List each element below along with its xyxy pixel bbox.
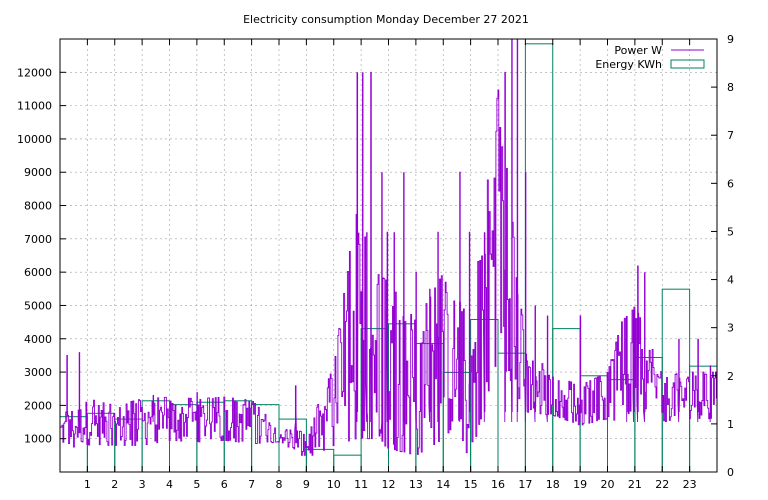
x-tick-label: 19	[573, 478, 587, 491]
y-left-tick-label: 1000	[24, 433, 52, 446]
x-tick-label: 3	[139, 478, 146, 491]
x-tick-label: 11	[354, 478, 368, 491]
y-right-tick-label: 0	[727, 466, 734, 479]
y-right-tick-label: 1	[727, 418, 734, 431]
y-right-tick-label: 5	[727, 225, 734, 238]
x-tick-label: 2	[111, 478, 118, 491]
x-tick-label: 13	[409, 478, 423, 491]
power-series	[59, 38, 717, 456]
power-line	[59, 38, 717, 456]
y-right-tick-label: 7	[727, 129, 734, 142]
y-right-tick-label: 9	[727, 33, 734, 46]
x-tick-label: 9	[303, 478, 310, 491]
legend-label: Power W	[614, 44, 662, 57]
x-tick-label: 1	[84, 478, 91, 491]
y-axis-left: 1000 2000 3000 4000 5000 6000 7000 8000 9000 1000…	[17, 66, 66, 446]
y-right-tick-label: 6	[727, 177, 734, 190]
energy-bar	[333, 454, 362, 473]
y-right-tick-label: 8	[727, 81, 734, 94]
x-tick-label: 18	[546, 478, 560, 491]
y-right-tick-label: 4	[727, 274, 734, 287]
x-tick-label: 21	[628, 478, 642, 491]
y-left-tick-label: 9000	[24, 166, 52, 179]
y-right-tick-label: 3	[727, 322, 734, 335]
x-tick-label: 23	[683, 478, 697, 491]
y-left-tick-label: 11000	[17, 100, 52, 113]
y-left-tick-label: 6000	[24, 266, 52, 279]
y-left-tick-label: 3000	[24, 366, 52, 379]
y-right-tick-label: 2	[727, 370, 734, 383]
y-left-tick-label: 7000	[24, 233, 52, 246]
chart-title: Electricity consumption Monday December …	[243, 13, 529, 26]
x-tick-label: 15	[464, 478, 478, 491]
x-tick-label: 8	[276, 478, 283, 491]
x-tick-label: 14	[436, 478, 450, 491]
x-tick-label: 5	[193, 478, 200, 491]
x-tick-label: 7	[248, 478, 255, 491]
y-left-tick-label: 2000	[24, 399, 52, 412]
x-axis: 1 2 3 4 5 6 7 8 9 10 11 12 13 14 15 16 17 18 19 20 21 22 23	[84, 39, 697, 491]
y-left-tick-label: 5000	[24, 299, 52, 312]
x-tick-label: 17	[518, 478, 532, 491]
x-tick-label: 20	[601, 478, 615, 491]
x-tick-label: 12	[382, 478, 396, 491]
x-tick-label: 4	[166, 478, 173, 491]
y-left-tick-label: 8000	[24, 200, 52, 213]
x-tick-label: 10	[327, 478, 341, 491]
y-left-tick-label: 12000	[17, 66, 52, 79]
y-left-tick-label: 4000	[24, 333, 52, 346]
x-tick-label: 22	[655, 478, 669, 491]
x-tick-label: 16	[491, 478, 505, 491]
y-left-tick-label: 10000	[17, 133, 52, 146]
legend-label: Energy KWh	[595, 58, 662, 71]
x-tick-label: 6	[221, 478, 228, 491]
legend-swatch	[670, 59, 705, 69]
energy-bar	[114, 418, 143, 473]
y-axis-right: 0 1 2 3 4 5 6 7 8 9	[711, 33, 734, 479]
